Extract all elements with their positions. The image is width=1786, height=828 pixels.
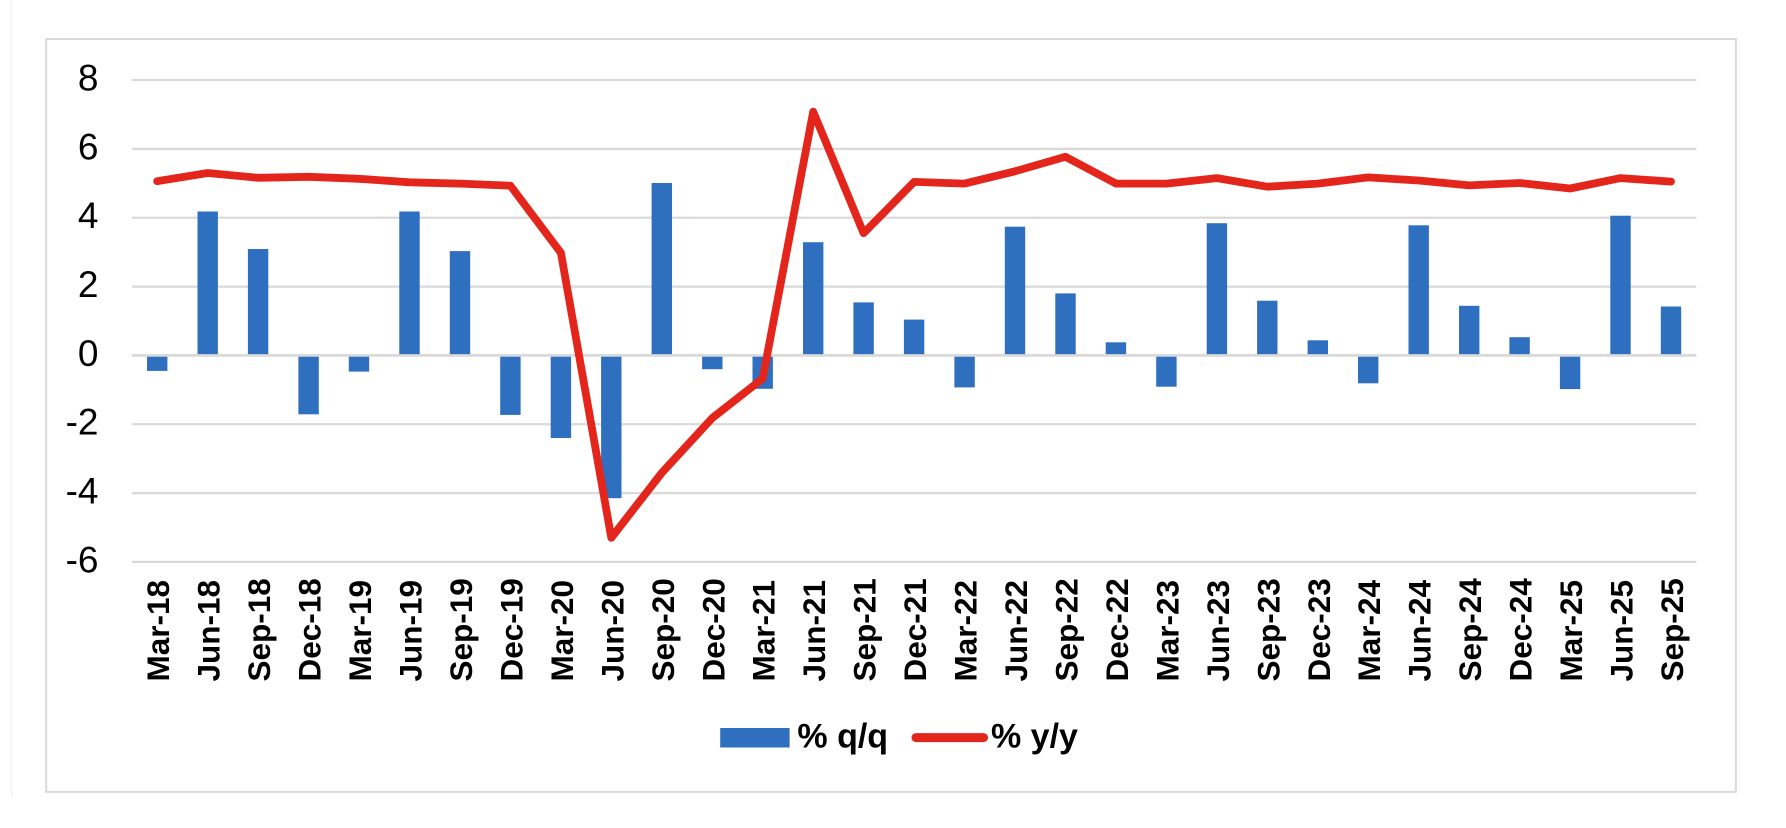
svg-text:6: 6 [78,126,99,167]
svg-text:Dec-22: Dec-22 [1099,578,1135,681]
svg-text:Dec-24: Dec-24 [1503,578,1539,682]
svg-text:Mar-21: Mar-21 [746,580,782,682]
svg-text:Dec-20: Dec-20 [695,578,731,681]
svg-text:-6: -6 [66,539,99,580]
svg-text:Jun-23: Jun-23 [1200,580,1236,682]
svg-text:Mar-18: Mar-18 [140,580,176,682]
svg-text:Mar-24: Mar-24 [1351,579,1387,681]
svg-text:Dec-23: Dec-23 [1301,578,1337,681]
svg-text:8: 8 [78,57,99,98]
svg-text:Jun-20: Jun-20 [594,580,630,682]
svg-text:Jun-22: Jun-22 [998,580,1034,682]
svg-text:Mar-22: Mar-22 [948,580,984,682]
svg-text:% q/q: % q/q [797,717,888,755]
svg-text:Jun-24: Jun-24 [1402,579,1438,681]
svg-text:Sep-21: Sep-21 [847,578,883,681]
svg-text:Jun-19: Jun-19 [393,580,429,682]
svg-text:Sep-23: Sep-23 [1250,578,1286,681]
svg-text:Dec-18: Dec-18 [292,578,328,681]
svg-text:Sep-19: Sep-19 [443,578,479,681]
svg-text:Jun-21: Jun-21 [796,580,832,682]
svg-text:Jun-25: Jun-25 [1604,580,1640,682]
svg-text:Sep-20: Sep-20 [645,578,681,681]
svg-text:Sep-18: Sep-18 [241,578,277,681]
svg-text:Dec-21: Dec-21 [897,578,933,681]
svg-text:Sep-25: Sep-25 [1654,578,1690,681]
svg-text:Dec-19: Dec-19 [493,578,529,681]
svg-text:Mar-19: Mar-19 [342,580,378,682]
svg-text:Mar-23: Mar-23 [1149,580,1185,682]
svg-text:Mar-25: Mar-25 [1553,580,1589,682]
svg-text:% y/y: % y/y [991,717,1078,755]
svg-text:0: 0 [78,333,99,374]
svg-text:Sep-22: Sep-22 [1049,578,1085,681]
svg-text:4: 4 [78,195,99,236]
svg-text:Jun-18: Jun-18 [191,580,227,682]
svg-text:-4: -4 [66,471,99,512]
svg-text:Sep-24: Sep-24 [1452,578,1488,682]
svg-text:Mar-20: Mar-20 [544,580,580,682]
svg-text:2: 2 [78,264,99,305]
svg-text:-2: -2 [66,402,99,443]
